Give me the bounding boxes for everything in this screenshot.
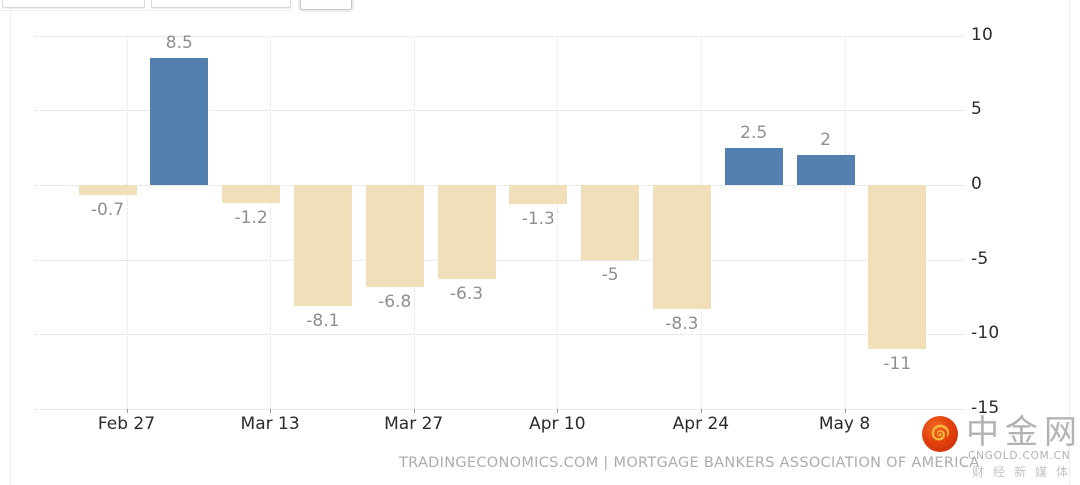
bar-value-label: -6.8 bbox=[378, 291, 412, 312]
h-gridline bbox=[34, 259, 965, 261]
bar[interactable] bbox=[222, 185, 281, 203]
v-gridline bbox=[557, 35, 559, 409]
x-axis-tick-label: Apr 24 bbox=[672, 414, 730, 434]
bar-value-label: -0.7 bbox=[90, 200, 125, 221]
toolbar-underline bbox=[0, 10, 292, 11]
y-axis-tick-label: 5 bbox=[971, 99, 983, 120]
bar-value-label: 2.5 bbox=[740, 122, 768, 143]
bar[interactable] bbox=[868, 185, 927, 350]
bar[interactable] bbox=[796, 155, 855, 185]
bar-value-label: -1.2 bbox=[234, 207, 268, 228]
v-gridline bbox=[844, 35, 846, 409]
brand-name: 中金网 bbox=[966, 412, 1080, 451]
bar[interactable] bbox=[724, 147, 783, 185]
v-gridline bbox=[270, 35, 272, 409]
x-axis-tick bbox=[844, 409, 846, 413]
date-range-input-start[interactable] bbox=[2, 0, 145, 8]
y-axis-tick-label: 0 bbox=[971, 174, 983, 195]
bar-value-label: -5 bbox=[601, 264, 619, 285]
x-axis-tick-label: Apr 10 bbox=[529, 414, 586, 434]
h-gridline bbox=[34, 35, 965, 37]
bar-value-label: -8.1 bbox=[306, 310, 340, 331]
h-gridline bbox=[34, 185, 965, 186]
y-axis-tick-label: 10 bbox=[971, 24, 994, 45]
bar[interactable] bbox=[581, 185, 640, 260]
container-left-border bbox=[10, 0, 11, 485]
x-axis-tick bbox=[270, 409, 272, 413]
h-gridline bbox=[34, 110, 965, 112]
brand-domain: CNGOLD.COM.CN bbox=[968, 450, 1071, 462]
bar[interactable] bbox=[293, 185, 352, 306]
x-axis-tick bbox=[126, 409, 128, 413]
x-axis-tick-label: Mar 13 bbox=[240, 414, 300, 434]
y-axis-tick-label: -15 bbox=[971, 398, 1000, 419]
y-axis-tick-label: -5 bbox=[971, 248, 989, 269]
x-axis-tick-label: May 8 bbox=[818, 414, 871, 434]
x-axis-tick-label: Mar 27 bbox=[384, 414, 444, 434]
h-gridline bbox=[34, 408, 965, 410]
chart-source-watermark: TRADINGECONOMICS.COM | MORTGAGE BANKERS … bbox=[399, 455, 980, 471]
x-axis-tick bbox=[557, 409, 559, 413]
bar[interactable] bbox=[437, 185, 496, 280]
bar-value-label: 8.5 bbox=[165, 33, 193, 54]
bar[interactable] bbox=[78, 185, 137, 196]
x-axis-tick-label: Feb 27 bbox=[97, 414, 156, 434]
h-gridline bbox=[34, 334, 965, 336]
bar-value-label: -6.3 bbox=[449, 284, 484, 305]
v-gridline bbox=[126, 35, 128, 409]
bar-value-label: -11 bbox=[883, 354, 912, 375]
bar[interactable] bbox=[150, 58, 209, 185]
y-axis-tick-label: -10 bbox=[971, 323, 1000, 344]
bar-value-label: -1.3 bbox=[521, 209, 555, 230]
container-right-border bbox=[1069, 0, 1070, 485]
bar-value-label: -8.3 bbox=[665, 313, 699, 334]
x-axis-tick bbox=[413, 409, 415, 413]
bar-value-label: 2 bbox=[820, 130, 831, 151]
cngold-branding: 中金网 CNGOLD.COM.CN 财经新媒体 bbox=[920, 413, 1080, 485]
bar[interactable] bbox=[652, 185, 711, 309]
bar[interactable] bbox=[365, 185, 424, 287]
date-range-input-end[interactable] bbox=[151, 0, 291, 8]
toolbar-button[interactable] bbox=[300, 0, 352, 10]
cngold-cloud-logo bbox=[922, 416, 958, 452]
x-axis-tick bbox=[700, 409, 702, 413]
bar[interactable] bbox=[509, 185, 568, 205]
brand-tagline: 财经新媒体 bbox=[972, 465, 1078, 479]
